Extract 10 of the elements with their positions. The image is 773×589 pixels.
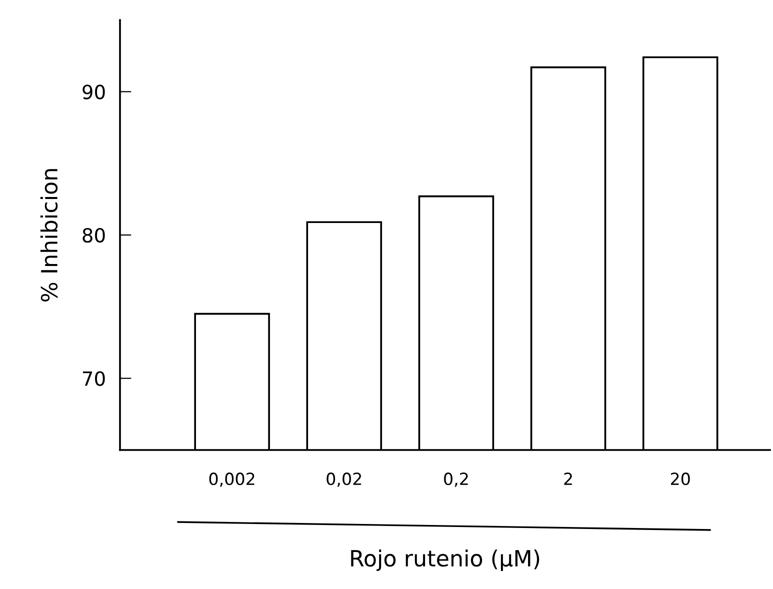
x-tick-label: 2 — [564, 472, 572, 485]
y-tick-label: 70 — [82, 371, 105, 386]
x-tick-label: 20 — [670, 472, 690, 486]
y-tick-label: 80 — [82, 228, 105, 243]
x-tick-label: 0,02 — [326, 472, 362, 487]
y-tick-label: 90 — [82, 84, 105, 100]
x-axis-title: Rojo rutenio (μM) — [351, 549, 540, 571]
x-tick-label: 0,2 — [444, 472, 468, 487]
y-axis-title: % Inhibicion — [40, 169, 58, 302]
x-tick-label: 0,002 — [209, 472, 254, 487]
